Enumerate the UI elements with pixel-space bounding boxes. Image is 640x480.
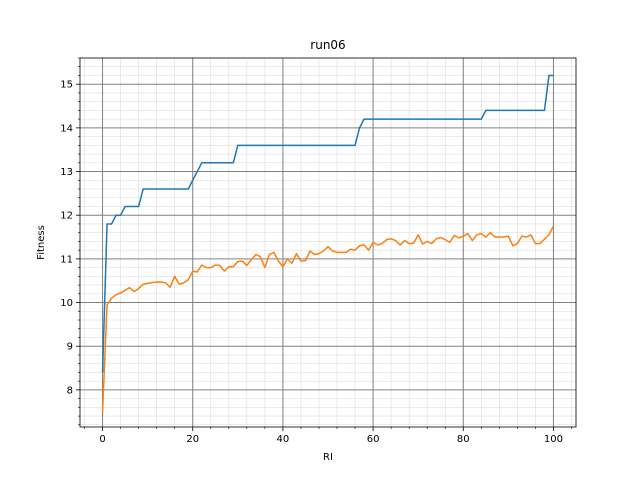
series-layer [101, 74, 555, 412]
y-tick-label: 8 [67, 385, 73, 396]
y-tick-label: 14 [60, 123, 73, 134]
x-axis: 0 20 40 60 80 100 [84, 427, 572, 445]
series-line-2 [101, 225, 555, 412]
plot-frame [79, 57, 577, 428]
x-tick-label: 60 [367, 434, 380, 445]
y-tick-label: 12 [60, 211, 73, 222]
x-tick-label: 20 [186, 434, 199, 445]
y-tick-label: 15 [60, 80, 73, 91]
chart-title: run06 [310, 38, 345, 52]
x-tick-label: 80 [457, 434, 470, 445]
minor-grid [80, 57, 576, 427]
x-tick-label: 100 [544, 434, 563, 445]
y-tick-label: 11 [60, 254, 73, 265]
series-line-1 [101, 74, 554, 373]
y-axis-label: Fitness [36, 225, 47, 260]
y-axis: 8 9 10 11 12 13 14 15 [60, 57, 80, 426]
x-tick-label: 40 [277, 434, 290, 445]
x-tick-label: 0 [99, 434, 105, 445]
y-tick-label: 9 [67, 342, 73, 353]
y-tick-label: 10 [60, 298, 73, 309]
y-tick-label: 13 [60, 167, 73, 178]
x-axis-label: RI [323, 452, 333, 463]
